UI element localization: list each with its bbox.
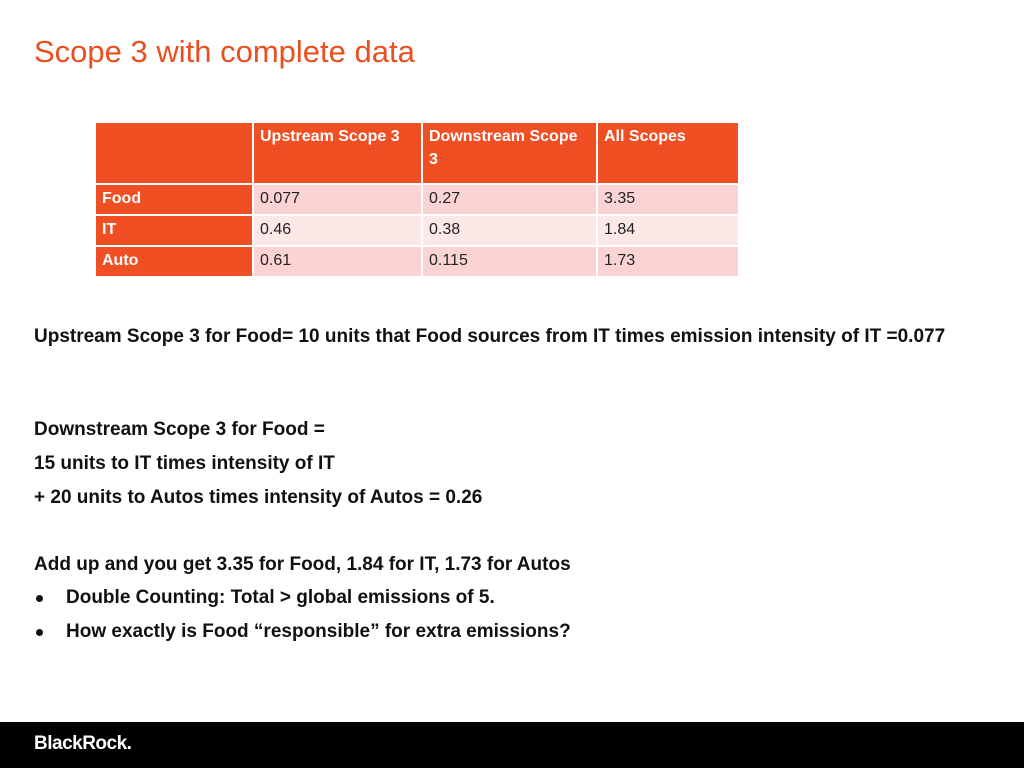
header-cell: Upstream Scope 3 <box>254 123 421 183</box>
cell: 0.077 <box>254 185 421 214</box>
paragraph: 15 units to IT times intensity of IT <box>34 453 335 474</box>
bullet-item: How exactly is Food “responsible” for ex… <box>66 621 571 642</box>
bullet-item: Double Counting: Total > global emission… <box>66 587 495 608</box>
table-row: IT 0.46 0.38 1.84 <box>96 216 738 245</box>
cell: 0.61 <box>254 247 421 276</box>
header-cell <box>96 123 252 183</box>
table-row: Food 0.077 0.27 3.35 <box>96 185 738 214</box>
cell: 1.73 <box>598 247 738 276</box>
paragraph: Upstream Scope 3 for Food= 10 units that… <box>34 326 946 347</box>
footer-bar: BlackRock. <box>0 722 1024 768</box>
cell: 0.46 <box>254 216 421 245</box>
bullet-dot <box>36 629 43 636</box>
bullet-dot <box>36 595 43 602</box>
row-label: Food <box>96 185 252 214</box>
table-row: Auto 0.61 0.115 1.73 <box>96 247 738 276</box>
cell: 0.38 <box>423 216 596 245</box>
logo: BlackRock. <box>34 733 132 754</box>
row-label: IT <box>96 216 252 245</box>
cell: 0.115 <box>423 247 596 276</box>
header-cell: All Scopes <box>598 123 738 183</box>
data-table: Upstream Scope 3 Downstream Scope 3 All … <box>94 121 740 278</box>
cell: 1.84 <box>598 216 738 245</box>
slide-title: Scope 3 with complete data <box>34 34 415 69</box>
paragraph: Downstream Scope 3 for Food = <box>34 419 325 440</box>
paragraph: Add up and you get 3.35 for Food, 1.84 f… <box>34 554 571 575</box>
paragraph: + 20 units to Autos times intensity of A… <box>34 487 483 508</box>
header-cell: Downstream Scope 3 <box>423 123 596 183</box>
cell: 3.35 <box>598 185 738 214</box>
cell: 0.27 <box>423 185 596 214</box>
table-header: Upstream Scope 3 Downstream Scope 3 All … <box>96 123 738 183</box>
row-label: Auto <box>96 247 252 276</box>
